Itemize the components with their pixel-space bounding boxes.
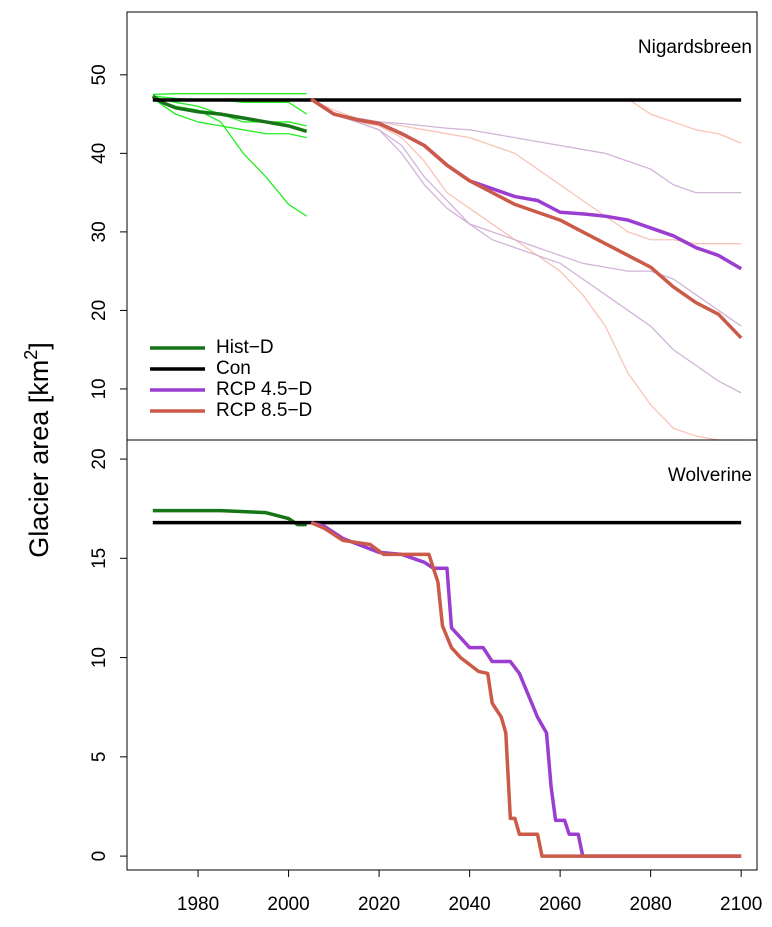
y-tick-label: 50: [89, 64, 110, 85]
data-line: [310, 520, 742, 858]
x-tick-label: 2040: [448, 894, 490, 915]
x-tick-label: 1980: [177, 894, 219, 915]
y-tick-label: 40: [89, 143, 110, 164]
panel-title: Wolverine: [668, 465, 752, 486]
data-line: [310, 98, 742, 441]
x-tick-label: 2080: [630, 894, 672, 915]
data-line: [310, 98, 742, 194]
y-tick-label: 10: [89, 378, 110, 399]
data-line: [310, 98, 742, 327]
plot-box: [126, 439, 758, 871]
y-tick-label: 10: [89, 647, 110, 668]
data-line: [151, 94, 308, 134]
data-line: [310, 520, 742, 858]
x-tick-label: 2060: [539, 894, 581, 915]
x-tick-label: 2100: [720, 894, 762, 915]
data-line: [152, 508, 307, 527]
legend-label: Con: [216, 358, 251, 379]
data-line: [152, 93, 307, 96]
y-tick-label: 5: [89, 752, 110, 763]
x-tick-label: 2020: [358, 894, 400, 915]
y-tick-label: 0: [89, 851, 110, 862]
legend-label: Hist−D: [216, 337, 274, 358]
panel-title: Nigardsbreen: [638, 37, 752, 58]
y-tick-label: 15: [89, 548, 110, 569]
y-tick-label: 20: [89, 300, 110, 321]
data-line: [152, 97, 307, 139]
x-tick-label: 2000: [267, 894, 309, 915]
legend-label: RCP 4.5−D: [216, 379, 312, 400]
data-line: [310, 97, 743, 340]
data-line: [310, 98, 742, 394]
y-tick-label: 30: [89, 221, 110, 242]
data-line: [152, 96, 307, 127]
legend-label: RCP 8.5−D: [216, 400, 312, 421]
y-tick-label: 20: [89, 448, 110, 469]
y-axis-label: Glacier area [km2]: [21, 342, 54, 558]
